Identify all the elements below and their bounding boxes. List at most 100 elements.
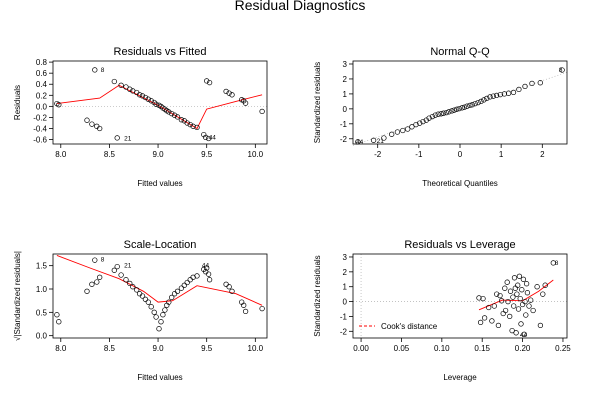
- rvl-data-point: [521, 331, 527, 337]
- rvl-data-point: [513, 330, 519, 336]
- qq-data-point: [487, 94, 493, 100]
- sl-data-point: [84, 288, 90, 294]
- rvl-xtick-label: 0.15: [474, 344, 490, 353]
- rvl-data-point: [500, 310, 506, 317]
- qq-data-point: [481, 97, 487, 103]
- qq-ytick-label: -1: [340, 120, 348, 129]
- sl-data-point: [145, 299, 151, 305]
- rvf-data-point: [203, 134, 209, 141]
- rvf-data-point: [187, 121, 193, 128]
- qq-data-point: [478, 98, 484, 105]
- sl-data-point: [205, 271, 212, 277]
- rvf-data-point: [174, 114, 181, 120]
- rvl-xtick-label: 0.25: [555, 344, 571, 353]
- rvf-ytick-label: -0.2: [33, 113, 47, 122]
- rvf-data-point: [145, 96, 151, 102]
- rvf-ylabel: Residuals: [13, 85, 22, 120]
- rvl-data-point: [519, 287, 525, 293]
- rvl-data-point: [542, 282, 548, 288]
- rvl-data-point: [505, 298, 511, 305]
- rvl-data-point: [497, 292, 503, 299]
- qq-xtick-label: 2: [540, 150, 545, 159]
- rvf-data-point: [242, 100, 249, 106]
- qq-data-point: [449, 108, 455, 114]
- qq-ytick-label: 1: [343, 90, 348, 99]
- rvl-data-point: [481, 315, 488, 321]
- rvl-ytick-label: 0: [343, 298, 348, 307]
- rvl-data-point: [515, 282, 521, 288]
- qq-data-point: [490, 93, 496, 99]
- rvf-data-point: [166, 109, 172, 115]
- rvf-data-point: [127, 86, 133, 92]
- qq-point-label: 44: [356, 139, 364, 146]
- rvl-data-point: [502, 307, 509, 314]
- sl-data-point: [142, 296, 149, 302]
- sl-plot-box: [52, 253, 268, 339]
- sl-data-point: [166, 299, 172, 305]
- sl-xlabel: Fitted values: [137, 373, 182, 382]
- sl-data-point: [94, 279, 100, 285]
- rvl-legend-label: Cook's distance: [381, 322, 438, 331]
- qq-data-point: [472, 100, 478, 107]
- rvl-data-point: [530, 307, 536, 314]
- rvl-data-point: [523, 312, 529, 318]
- rvl-ytick-label: 2: [343, 268, 348, 277]
- rvf-data-point: [229, 92, 235, 98]
- sl-title: Scale-Location: [124, 239, 197, 251]
- qq-data-point: [559, 67, 565, 73]
- rvl-data-point: [507, 288, 514, 294]
- rvl-data-point: [519, 301, 526, 308]
- rvl-data-point: [476, 295, 482, 301]
- qq-data-point: [370, 137, 377, 143]
- sl-data-point: [259, 305, 265, 312]
- rvl-ylabel: Standardized residuals: [313, 255, 322, 336]
- rvl-data-point: [491, 303, 497, 309]
- rvf-data-point: [171, 112, 178, 118]
- sl-data-point: [130, 284, 136, 290]
- qq-ytick-label: 3: [343, 60, 348, 69]
- qq-data-point: [413, 121, 419, 128]
- sl-data-point: [134, 287, 140, 293]
- rvf-data-point: [148, 98, 154, 104]
- rvf-data-point: [259, 108, 265, 115]
- qq-title: Normal Q-Q: [430, 46, 490, 58]
- qq-point-label: 21: [377, 138, 385, 145]
- sl-ytick-label: 1.0: [36, 285, 48, 294]
- qq-data-point: [355, 139, 361, 145]
- sl-data-point: [123, 277, 129, 283]
- sl-data-point: [111, 267, 117, 273]
- rvl-data-point: [504, 279, 510, 285]
- qq-data-point: [451, 107, 457, 113]
- qq-ylabel: Standardized residuals: [313, 62, 322, 143]
- rvl-plot-box: [352, 253, 568, 339]
- rvl-data-point: [480, 295, 486, 302]
- rvf-ytick-label: 0.2: [36, 91, 48, 100]
- qq-data-point: [435, 111, 441, 117]
- sl-ytick-label: 0.0: [36, 332, 48, 341]
- rvl-xtick-label: 0.00: [353, 344, 369, 353]
- qq-data-point: [426, 115, 432, 121]
- qq-data-point: [475, 99, 481, 106]
- qq-data-point: [429, 113, 436, 120]
- sl-data-point: [181, 282, 187, 288]
- rvl-data-point: [520, 276, 527, 282]
- sl-smooth-line: [56, 254, 263, 306]
- qq-data-point: [405, 126, 411, 132]
- sl-data-point: [174, 288, 181, 294]
- rvl-data-point: [486, 304, 492, 311]
- qq-data-point: [469, 102, 475, 108]
- rvl-title: Residuals vs Leverage: [404, 239, 515, 251]
- sl-data-point: [206, 277, 213, 283]
- rvl-xtick-label: 0.20: [515, 344, 531, 353]
- rvl-data-point: [550, 260, 556, 266]
- sl-data-point: [162, 307, 168, 313]
- sl-data-point: [118, 272, 124, 278]
- sl-data-point: [114, 263, 120, 270]
- rvl-ytick-label: 3: [343, 253, 348, 262]
- qq-data-point: [409, 124, 415, 130]
- sl-data-point: [156, 326, 162, 332]
- rvl-xlabel: Leverage: [443, 373, 477, 382]
- rvf-data-point: [204, 78, 210, 84]
- rvl-data-point: [524, 290, 531, 296]
- sl-data-point: [89, 281, 95, 287]
